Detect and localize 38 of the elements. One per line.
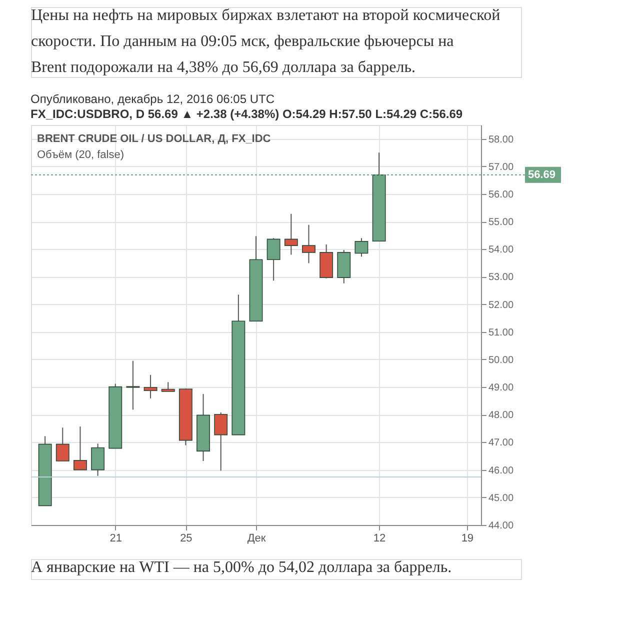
candlestick (144, 374, 158, 399)
x-tick-label: Дек (247, 532, 266, 544)
candlestick (73, 426, 87, 470)
y-tick-label: 54.00 (488, 244, 514, 256)
y-tick-label: 56.00 (488, 189, 514, 200)
chart-subtitle: FX_IDC:USDBRO, D 56.69 ▲ +2.38 (+4.38%) O:54.29 H:57.50 L:54.29 C:56.69 (30, 107, 463, 121)
y-tick-label: 51.00 (488, 327, 514, 338)
y-tick-label: 46.00 (488, 465, 514, 476)
candlestick (56, 427, 70, 462)
x-tick-label: 12 (373, 532, 386, 544)
candlestick (354, 238, 368, 258)
y-tick-label: 53.00 (488, 272, 514, 284)
x-tick-label: 19 (461, 532, 474, 544)
candlestick (266, 238, 280, 282)
text: Цены на нефть на мировых биржах взлетают на второй космической скорости. По данным на 09:05 мск, февральские фьючерсы на Brent подорожали на 4,38% до 56,69 доллара за баррель. (31, 7, 501, 76)
ref-line-label: 56.69 (528, 168, 556, 181)
annotation: Объём (20, false) (37, 149, 124, 161)
candlestick (302, 224, 316, 264)
y-tick-label: 57.00 (488, 162, 514, 173)
y-tick-label: 44.00 (488, 520, 514, 532)
y-tick-label: 49.00 (488, 382, 514, 394)
x-tick-label: 25 (180, 532, 192, 544)
y-tick-label: 55.00 (488, 217, 514, 228)
y-tick-label: 52.00 (488, 300, 514, 311)
annotation: BRENT CRUDE OIL / US DOLLAR, Д, FX_IDC (37, 133, 271, 145)
y-tick-label: 45.00 (488, 492, 514, 504)
y-tick-label: 50.00 (488, 354, 514, 366)
x-tick-label: 21 (110, 532, 122, 544)
candlestick (91, 443, 105, 476)
candlestick (214, 412, 228, 472)
y-tick-label: 47.00 (488, 438, 514, 449)
y-tick-label: 48.00 (488, 410, 514, 422)
candlestick (161, 382, 175, 392)
candlestick (126, 360, 140, 410)
chart-title: Опубликовано, декабрь 12, 2016 06:05 UTC (30, 92, 275, 106)
y-tick-label: 58.00 (488, 134, 514, 146)
candlestick (284, 213, 298, 256)
text: А январские на WTI — на 5,00% до 54,02 доллара за баррель. (31, 559, 452, 576)
